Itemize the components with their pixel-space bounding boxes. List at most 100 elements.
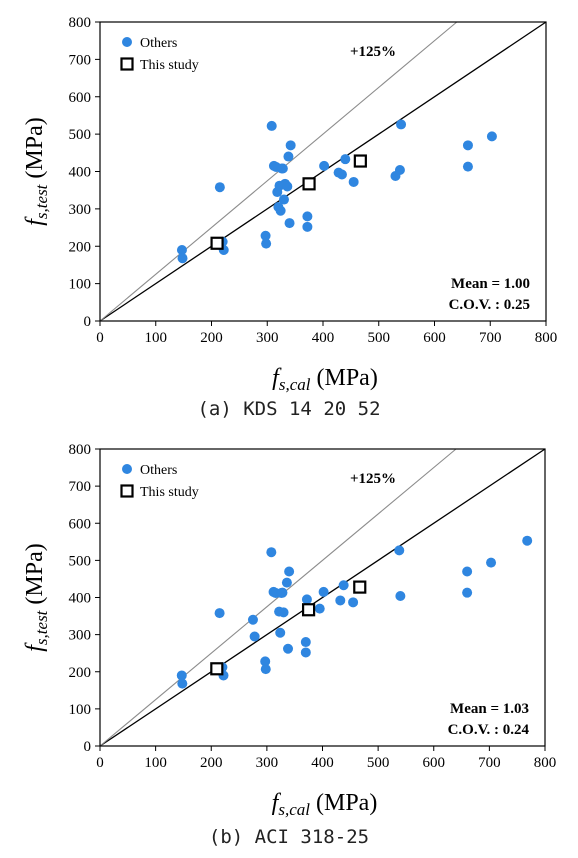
data-point-this-study (210, 236, 224, 250)
data-point-others (300, 647, 311, 658)
data-point-others (300, 637, 311, 648)
x-tick-label: 400 (311, 755, 334, 771)
x-axis-label: fs,cal (MPa) (272, 365, 378, 394)
x-tick-label: 300 (256, 330, 279, 346)
legend-marker-others (122, 37, 132, 47)
data-point-others (486, 557, 497, 568)
data-point-others (266, 547, 277, 558)
data-point-others (176, 244, 187, 255)
y-tick-label: 600 (69, 516, 92, 532)
y-tick-label: 400 (69, 591, 92, 607)
x-tick-label: 600 (423, 755, 446, 771)
data-point-others (394, 545, 405, 556)
data-point-others (176, 670, 187, 681)
data-point-others (214, 608, 225, 619)
data-point-others (284, 566, 295, 577)
stat-cov: C.O.V. : 0.25 (449, 297, 530, 313)
x-tick-label: 200 (200, 755, 223, 771)
legend-label-this-study: This study (140, 58, 199, 73)
y-tick-label: 0 (84, 314, 92, 330)
y-tick-label: 200 (69, 239, 92, 255)
data-point-this-study (353, 580, 367, 594)
data-point-others (319, 160, 330, 171)
caption-b: (b) ACI 318-25 (208, 826, 370, 848)
data-point-others (249, 631, 260, 642)
reference-line-1to1 (99, 21, 547, 322)
data-point-others (278, 194, 289, 205)
chart-1: 0 100 200 300 400 500 600 700 800 0 100 200 300 400 50… (22, 442, 556, 819)
x-tick-label: 100 (144, 755, 167, 771)
y-axis-label: fs,test (MPa) (22, 117, 51, 225)
y-tick-label: 500 (69, 553, 92, 569)
x-tick-label: 200 (200, 330, 223, 346)
data-point-others (318, 586, 329, 597)
x-tick-label: 300 (256, 755, 279, 771)
legend-label-others: Others (140, 463, 177, 478)
y-tick-label: 0 (84, 739, 92, 755)
data-point-others (266, 120, 277, 131)
data-point-others (177, 678, 188, 689)
x-tick-label: 800 (535, 330, 558, 346)
data-point-others (275, 205, 286, 216)
data-point-others (301, 594, 312, 605)
data-point-others (462, 587, 473, 598)
y-tick-label: 200 (69, 665, 92, 681)
x-tick-label: 0 (96, 755, 104, 771)
x-tick-label: 600 (423, 330, 446, 346)
data-point-others (336, 169, 347, 180)
data-point-others (340, 154, 351, 165)
y-tick-label: 800 (69, 442, 92, 458)
data-point-others (177, 253, 188, 264)
legend-marker-this-study (120, 57, 134, 71)
stat-mean: Mean = 1.03 (450, 701, 529, 717)
data-point-others (282, 181, 293, 192)
data-point-others (283, 643, 294, 654)
data-point-others (462, 566, 473, 577)
data-point-this-study (210, 662, 224, 676)
data-point-others (522, 535, 533, 546)
data-point-this-study (301, 603, 316, 617)
caption-a: (a) KDS 14 20 52 (197, 398, 381, 420)
data-point-this-study (353, 154, 367, 168)
data-point-others (260, 656, 271, 667)
y-tick-label: 700 (69, 479, 92, 495)
legend-marker-this-study (120, 484, 134, 498)
x-tick-label: 800 (534, 755, 557, 771)
legend-label-this-study: This study (140, 485, 199, 500)
y-tick-label: 500 (69, 127, 92, 143)
data-point-others (278, 607, 289, 618)
legend-label-others: Others (140, 36, 177, 51)
data-point-others (338, 580, 349, 591)
data-point-others (281, 577, 292, 588)
data-point-others (396, 119, 407, 130)
data-point-others (283, 151, 294, 162)
data-point-others (302, 211, 313, 222)
data-point-others (247, 614, 258, 625)
x-tick-label: 500 (367, 755, 390, 771)
data-point-others (314, 603, 325, 614)
y-tick-label: 100 (69, 702, 92, 718)
data-point-others (277, 587, 288, 598)
annotation-125pct: +125% (350, 44, 396, 60)
annotation-125pct: +125% (350, 471, 396, 487)
x-tick-label: 500 (368, 330, 391, 346)
y-tick-label: 400 (69, 165, 92, 181)
x-axis-label: fs,cal (MPa) (272, 790, 378, 819)
x-tick-label: 0 (96, 330, 104, 346)
y-axis-label: fs,test (MPa) (22, 543, 51, 651)
stat-mean: Mean = 1.00 (451, 276, 530, 292)
stat-cov: C.O.V. : 0.24 (448, 722, 530, 738)
data-point-others (260, 230, 271, 241)
data-point-others (214, 182, 225, 193)
data-point-others (284, 218, 295, 229)
data-point-others (261, 238, 272, 249)
y-tick-label: 300 (69, 628, 92, 644)
y-tick-label: 300 (69, 202, 92, 218)
data-point-others (260, 664, 271, 675)
x-tick-label: 700 (478, 755, 501, 771)
y-tick-label: 600 (69, 90, 92, 106)
reference-line-1to1 (99, 448, 546, 747)
data-point-others (462, 140, 473, 151)
y-tick-label: 700 (69, 52, 92, 68)
